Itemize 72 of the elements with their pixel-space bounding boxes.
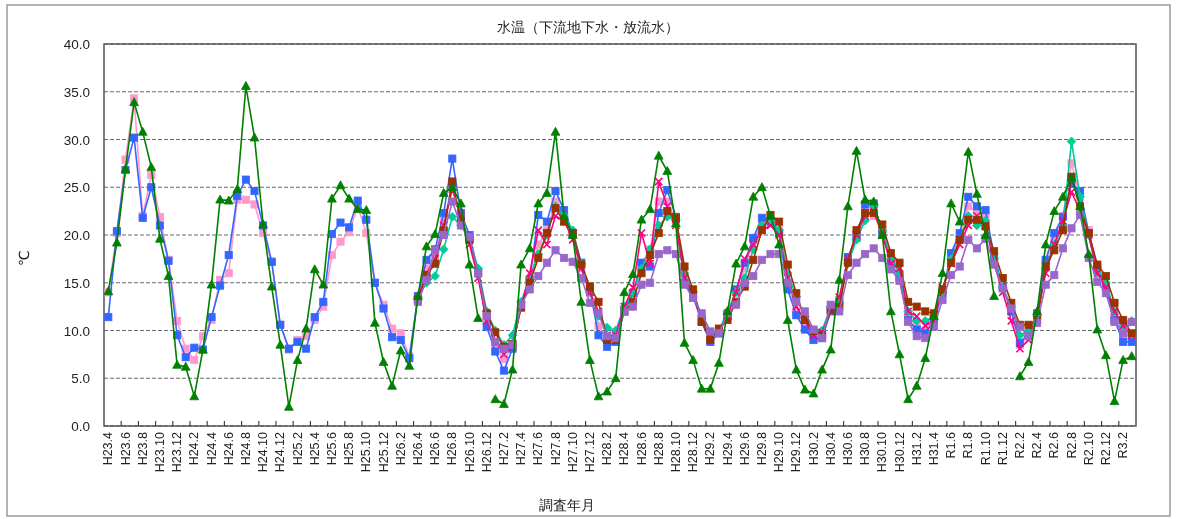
x-tick-label: H26.12 — [479, 431, 494, 473]
x-tick-label: H25.10 — [359, 431, 374, 473]
y-axis-title: ℃ — [16, 250, 32, 266]
y-tick-label: 15.0 — [63, 275, 90, 291]
x-tick-label: H31.2 — [909, 431, 924, 466]
x-tick-label: H27.10 — [565, 431, 580, 473]
x-tick-label: H26.4 — [410, 431, 425, 466]
x-tick-label: H29.12 — [789, 431, 804, 473]
y-tick-label: 40.0 — [63, 36, 90, 52]
y-tick-label: 25.0 — [63, 179, 90, 195]
x-tick-label: H26.8 — [445, 431, 460, 466]
x-tick-label: H30.2 — [806, 431, 821, 466]
x-tick-label: H24.2 — [187, 431, 202, 466]
x-tick-label: H23.12 — [170, 431, 185, 473]
x-tick-label: H28.12 — [686, 431, 701, 473]
x-tick-label: H28.4 — [617, 431, 632, 466]
x-tick-label: H27.6 — [531, 431, 546, 466]
y-tick-label: 20.0 — [63, 227, 90, 243]
y-tick-label: 35.0 — [63, 84, 90, 100]
x-tick-label: H28.10 — [668, 431, 683, 473]
x-tick-label: H28.2 — [600, 431, 615, 466]
x-tick-label: R1.8 — [961, 431, 976, 459]
x-tick-label: H24.8 — [238, 431, 253, 466]
x-tick-label: H27.2 — [496, 431, 511, 466]
x-tick-label: H26.2 — [393, 431, 408, 466]
x-tick-label: H31.4 — [926, 431, 941, 466]
x-tick-label: H28.8 — [651, 431, 666, 466]
x-tick-label: H30.10 — [875, 431, 890, 473]
x-tick-label: H23.8 — [135, 431, 150, 466]
x-tick-label: R2.2 — [1012, 431, 1027, 459]
x-tick-label: R1.10 — [978, 431, 993, 466]
x-tick-label: H29.8 — [754, 431, 769, 466]
x-tick-label: R1.6 — [944, 431, 959, 459]
x-tick-label: H25.6 — [324, 431, 339, 466]
x-tick-label: H23.4 — [101, 431, 116, 466]
x-tick-label: H27.12 — [582, 431, 597, 473]
chart-title: 水温（下流地下水・放流水） — [497, 19, 679, 35]
y-tick-label: 30.0 — [63, 132, 90, 147]
x-tick-label: H29.6 — [737, 431, 752, 466]
x-tick-label: H29.10 — [772, 431, 787, 473]
x-tick-label: R1.12 — [995, 431, 1010, 466]
x-tick-label: H26.6 — [428, 431, 443, 466]
x-tick-label: R2.12 — [1098, 431, 1113, 466]
x-tick-label: H30.6 — [840, 431, 855, 466]
x-tick-label: H30.8 — [858, 431, 873, 466]
x-tick-label: H23.10 — [152, 431, 167, 473]
x-tick-label: H24.6 — [221, 431, 236, 466]
y-tick-label: 10.0 — [63, 323, 90, 338]
x-tick-label: R3.2 — [1116, 431, 1131, 459]
x-tick-label: H29.4 — [720, 431, 735, 466]
x-tick-label: R2.4 — [1030, 431, 1045, 459]
x-tick-label: H27.4 — [514, 431, 529, 466]
x-axis-title: 調査年月 — [539, 497, 595, 513]
x-tick-label: H25.12 — [376, 431, 391, 473]
x-tick-label: H24.10 — [256, 431, 271, 473]
y-tick-label: 5.0 — [71, 370, 90, 386]
x-tick-label: R2.8 — [1064, 431, 1079, 459]
x-tick-label: H25.4 — [307, 431, 322, 466]
x-tick-label: H29.2 — [703, 431, 718, 466]
x-tick-label: H27.8 — [548, 431, 563, 466]
x-tick-label: H30.12 — [892, 431, 907, 473]
x-tick-label: H30.4 — [823, 431, 838, 466]
x-tick-label: H25.8 — [342, 431, 357, 466]
x-tick-label: H24.12 — [273, 431, 288, 473]
x-tick-label: R2.6 — [1047, 431, 1062, 459]
x-tick-label: H23.6 — [118, 431, 133, 466]
x-tick-label: R2.10 — [1081, 431, 1096, 466]
y-tick-label: 0.0 — [71, 418, 90, 434]
x-tick-label: H26.10 — [462, 431, 477, 473]
x-tick-label: H25.2 — [290, 431, 305, 466]
x-tick-label: H28.6 — [634, 431, 649, 466]
x-tick-label: H24.4 — [204, 431, 219, 466]
